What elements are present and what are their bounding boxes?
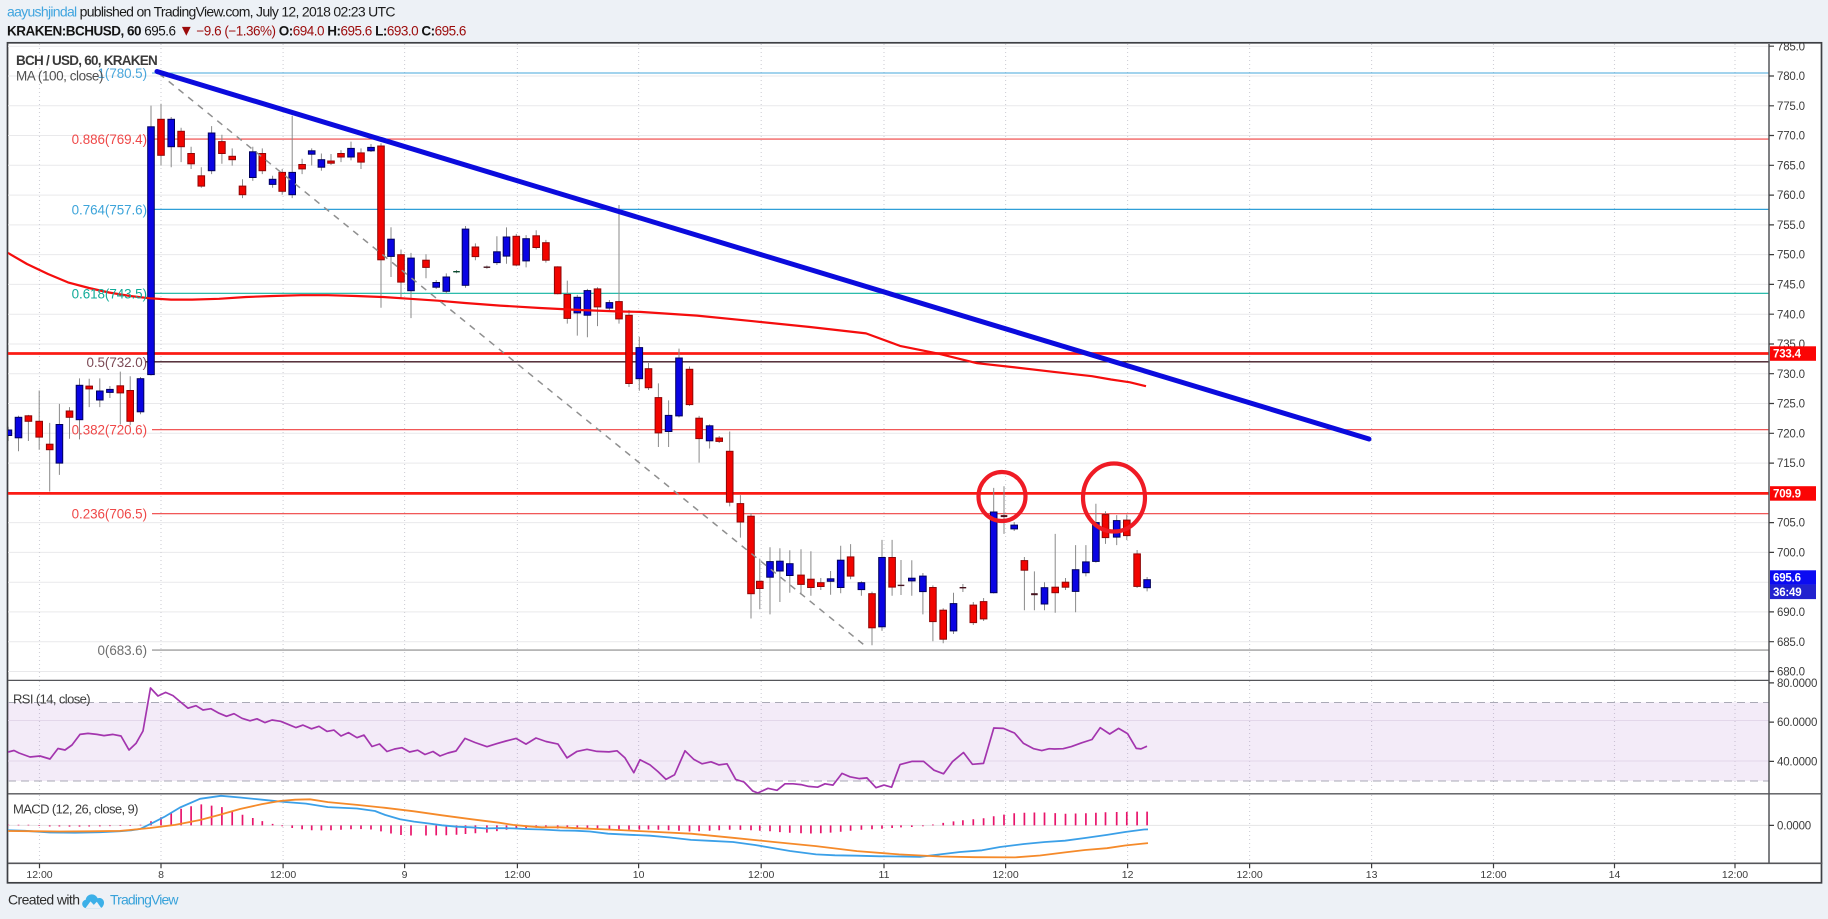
svg-text:695.6: 695.6 [1773, 573, 1801, 585]
svg-text:13: 13 [1366, 869, 1378, 881]
svg-text:725.0: 725.0 [1777, 399, 1805, 411]
svg-text:755.0: 755.0 [1777, 220, 1805, 232]
svg-text:745.0: 745.0 [1777, 280, 1805, 292]
svg-text:12:00: 12:00 [748, 869, 774, 881]
svg-text:780.0: 780.0 [1777, 71, 1805, 83]
svg-text:9: 9 [402, 869, 408, 881]
svg-text:770.0: 770.0 [1777, 131, 1805, 143]
svg-text:12:00: 12:00 [270, 869, 296, 881]
svg-text:750.0: 750.0 [1777, 250, 1805, 262]
svg-text:1(780.5): 1(780.5) [98, 66, 147, 81]
svg-text:80.0000: 80.0000 [1777, 678, 1817, 690]
svg-text:760.0: 760.0 [1777, 190, 1805, 202]
svg-text:40.0000: 40.0000 [1777, 757, 1817, 769]
svg-text:709.9: 709.9 [1773, 489, 1801, 501]
svg-text:730.0: 730.0 [1777, 369, 1805, 381]
svg-text:36:49: 36:49 [1773, 587, 1801, 599]
svg-text:740.0: 740.0 [1777, 309, 1805, 321]
svg-text:RSI (14, close): RSI (14, close) [13, 692, 90, 707]
svg-text:733.4: 733.4 [1773, 349, 1802, 361]
svg-text:14: 14 [1609, 869, 1621, 881]
svg-text:12:00: 12:00 [1236, 869, 1262, 881]
svg-text:785.0: 785.0 [1777, 41, 1805, 53]
svg-text:12:00: 12:00 [504, 869, 530, 881]
svg-text:12:00: 12:00 [1480, 869, 1506, 881]
svg-text:11: 11 [879, 869, 890, 881]
svg-text:aayushjindal published on Trad: aayushjindal published on TradingView.co… [7, 4, 395, 20]
svg-text:720.0: 720.0 [1777, 428, 1805, 440]
svg-text:12:00: 12:00 [26, 869, 52, 881]
svg-text:60.0000: 60.0000 [1777, 717, 1817, 729]
svg-text:KRAKEN:BCHUSD, 60 695.6 ▼ −9.: KRAKEN:BCHUSD, 60 695.6 ▼ −9.6 (−1.36%) … [7, 23, 466, 40]
svg-text:0(683.6): 0(683.6) [98, 643, 147, 658]
svg-text:10: 10 [633, 869, 645, 881]
svg-text:TradingView: TradingView [110, 892, 179, 908]
svg-text:680.0: 680.0 [1777, 667, 1805, 679]
svg-text:0.764(757.6): 0.764(757.6) [72, 202, 147, 217]
svg-text:12:00: 12:00 [1722, 869, 1748, 881]
svg-text:700.0: 700.0 [1777, 548, 1805, 560]
svg-text:MA (100, close): MA (100, close) [16, 69, 103, 84]
svg-text:685.0: 685.0 [1777, 637, 1805, 649]
svg-text:12:00: 12:00 [992, 869, 1018, 881]
svg-text:8: 8 [158, 869, 164, 881]
svg-text:BCH / USD, 60, KRAKEN: BCH / USD, 60, KRAKEN [16, 53, 157, 68]
svg-text:775.0: 775.0 [1777, 101, 1805, 113]
svg-text:12: 12 [1122, 869, 1134, 881]
svg-text:MACD (12, 26, close, 9): MACD (12, 26, close, 9) [13, 802, 138, 817]
svg-text:0.382(720.6): 0.382(720.6) [72, 423, 147, 438]
svg-text:705.0: 705.0 [1777, 518, 1805, 530]
svg-text:715.0: 715.0 [1777, 458, 1805, 470]
svg-text:0.236(706.5): 0.236(706.5) [72, 507, 147, 522]
svg-text:0.618(743.5): 0.618(743.5) [72, 286, 147, 301]
svg-text:765.0: 765.0 [1777, 160, 1805, 172]
svg-text:Created with: Created with [8, 892, 79, 908]
svg-text:0.886(769.4): 0.886(769.4) [72, 132, 147, 147]
svg-text:0.5(732.0): 0.5(732.0) [86, 355, 147, 370]
svg-text:690.0: 690.0 [1777, 607, 1805, 619]
svg-text:0.0000: 0.0000 [1777, 821, 1811, 833]
